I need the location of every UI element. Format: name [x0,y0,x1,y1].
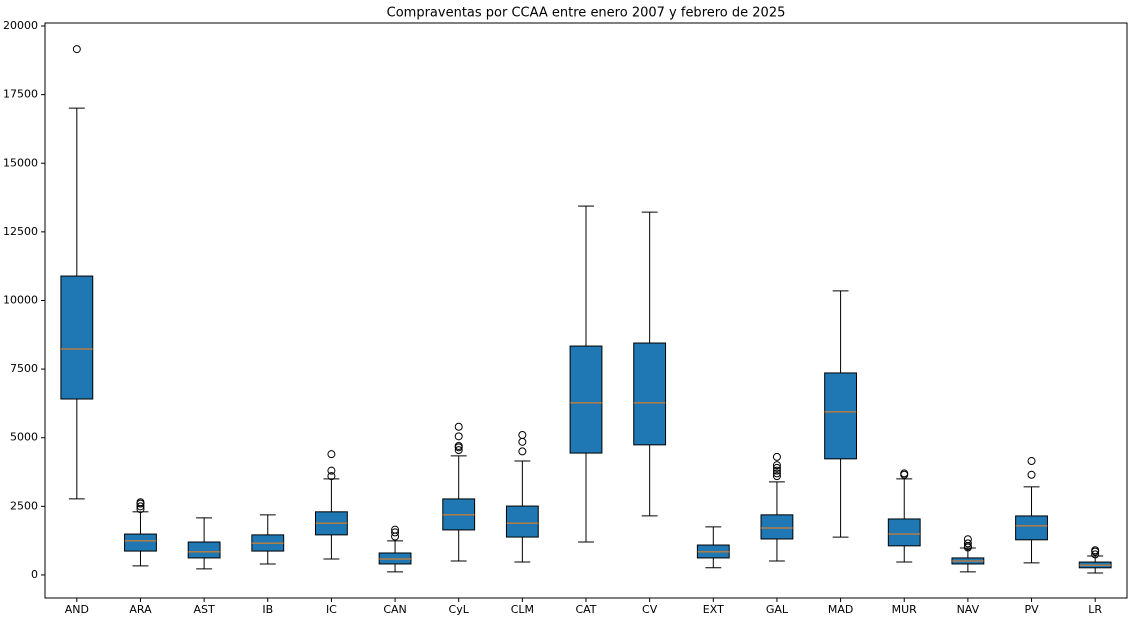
x-tick-label: AND [65,603,89,616]
x-tick-label: ARA [129,603,152,616]
plot-frame [44,22,1128,599]
outlier [772,472,781,481]
outlier [391,528,400,537]
outlier [1027,457,1036,466]
outlier [963,539,972,548]
outlier [327,472,336,481]
outlier [772,463,781,472]
outlier [327,466,336,475]
x-tick-label: IC [326,603,337,616]
box [187,541,221,559]
outlier [518,430,527,439]
y-tick-label: 15000 [3,156,38,169]
box [505,505,539,538]
y-tick-label: 2500 [10,499,38,512]
y-tick-label: 0 [31,568,38,581]
outlier [136,502,145,511]
box [124,533,157,552]
x-tick-label: MUR [892,603,918,616]
outlier [1091,546,1100,555]
outlier [391,525,400,534]
x-tick-label: IB [262,603,273,616]
outlier [327,450,336,459]
x-tick-label: CyL [449,603,470,616]
x-tick-label: CAT [575,603,596,616]
outlier [963,535,972,544]
y-tick-label: 12500 [3,225,38,238]
x-tick-label: NAV [957,603,980,616]
box [569,345,603,454]
outlier [772,466,781,475]
y-tick-label: 5000 [10,431,38,444]
box [633,342,667,446]
y-tick-label: 10000 [3,293,38,306]
outlier [772,469,781,478]
outlier [900,469,909,478]
x-tick-label: AST [194,603,216,616]
outlier [454,422,463,431]
x-tick-label: LR [1088,603,1102,616]
x-tick-label: MAD [828,603,854,616]
chart-title: Compraventas por CCAA entre enero 2007 y… [387,6,786,21]
outlier [72,45,81,54]
outlier [1027,470,1036,479]
outlier [772,461,781,470]
outlier [454,446,463,455]
box [60,275,94,400]
box [378,552,412,565]
x-tick-label: CV [642,603,658,616]
y-tick-label: 7500 [10,362,38,375]
box [760,514,794,540]
outlier [1091,550,1100,559]
box [824,372,857,460]
x-tick-label: CAN [383,603,406,616]
outlier [136,498,145,507]
outlier [772,452,781,461]
box [887,518,921,547]
x-tick-label: GAL [766,603,789,616]
y-tick-label: 17500 [3,88,38,101]
x-tick-label: EXT [703,603,724,616]
x-tick-label: PV [1024,603,1039,616]
box [1015,515,1048,541]
y-tick-label: 20000 [3,19,38,32]
x-tick-label: CLM [511,603,534,616]
outlier [454,432,463,441]
outlier [518,447,527,456]
outlier [454,441,463,450]
